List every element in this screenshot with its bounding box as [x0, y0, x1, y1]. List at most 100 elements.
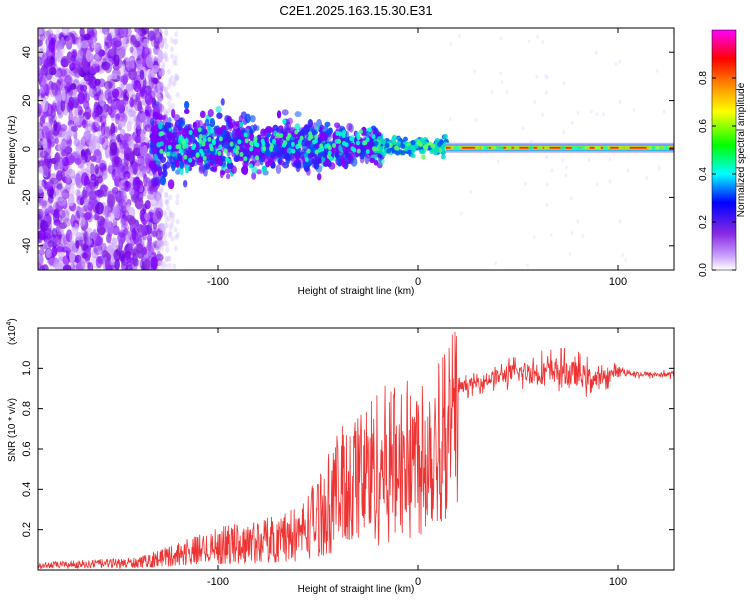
spectrogram-cell	[198, 134, 203, 140]
spectrogram-cell	[135, 166, 141, 176]
x-tick-label: -100	[207, 576, 229, 588]
spectrogram-cell	[170, 37, 175, 44]
spectrogram-cell	[307, 119, 314, 128]
spectrogram-cell	[570, 231, 574, 236]
spectrogram-cell	[199, 148, 204, 154]
spectrogram-cell	[342, 145, 348, 153]
spectrogram-cell	[171, 212, 176, 219]
spectrogram-cell	[154, 29, 159, 42]
spectrogram-cell	[95, 201, 105, 215]
spectrogram-cell	[113, 207, 121, 219]
spectrogram-cell	[101, 171, 108, 180]
spectrogram-cell	[170, 216, 175, 223]
spectrogram-cell	[298, 127, 305, 136]
spectrogram-cell	[56, 228, 64, 235]
spectrogram-cell	[499, 71, 503, 76]
spectrogram-cell	[157, 152, 164, 160]
spectrogram-cell	[40, 220, 49, 232]
colorbar-tick-label: 0.8	[698, 71, 709, 85]
spectrogram-cell	[146, 211, 155, 223]
y-tick-label: 40	[21, 46, 33, 58]
spectrogram-cell	[129, 97, 135, 108]
spectrogram-cell	[67, 155, 76, 164]
spectrogram-cell	[281, 142, 286, 148]
spectrogram-cell	[215, 154, 222, 165]
spectrogram-cell	[109, 73, 118, 80]
spectrogram-cell	[69, 250, 76, 263]
spectrogram-cell	[313, 138, 318, 144]
spectrogram-cell	[267, 127, 275, 133]
spectrogram-heatmap	[38, 28, 674, 270]
spectrogram-cell	[165, 198, 170, 205]
spectrogram-cell	[60, 169, 65, 182]
spectrogram-cell	[93, 93, 99, 101]
spectrogram-cell	[156, 31, 161, 38]
spectrogram-cell	[47, 33, 57, 44]
spectrogram-cell	[38, 39, 43, 47]
spectrogram-cell	[92, 228, 97, 241]
spectrogram-cell	[203, 168, 208, 177]
spectrogram-cell	[279, 133, 284, 139]
spectrogram-cell	[543, 146, 550, 150]
spectrogram-cell	[225, 156, 230, 162]
spectrogram-cell	[119, 28, 127, 37]
spectrogram-cell	[49, 208, 57, 216]
spectrogram-cell	[220, 98, 225, 106]
spectrogram-cell	[62, 235, 68, 246]
spectrogram-cell	[79, 196, 85, 206]
spectrogram-cell	[256, 169, 262, 175]
spectrogram-cell	[655, 68, 659, 73]
spectrogram-cell	[126, 109, 136, 118]
spectrogram-cell	[149, 117, 155, 126]
spectrogram-cell	[314, 143, 320, 149]
spectrogram-cell	[121, 223, 130, 233]
spectrogram-cell	[51, 227, 58, 239]
spectrogram-cell	[140, 211, 149, 225]
colorbar-tick-label: 0.0	[698, 263, 709, 277]
spectrogram-cell	[84, 197, 89, 210]
spectrogram-cell	[400, 150, 406, 156]
spectrogram-cell	[164, 199, 169, 206]
spectrogram-cell	[618, 219, 622, 224]
spectrogram-cell	[144, 84, 153, 99]
spectrogram-cell	[107, 194, 116, 208]
spectrogram-cell	[61, 68, 66, 78]
spectrogram-cell	[116, 209, 126, 219]
top-axes: -100 0 100 -40 -20 0 20 40	[21, 28, 674, 288]
spectrogram-cell	[164, 55, 169, 62]
spectrogram-cell	[83, 230, 88, 244]
spectrogram-cell	[39, 33, 46, 42]
spectrogram-cell	[156, 240, 162, 253]
spectrogram-cell	[142, 203, 147, 213]
spectrogram-cell	[94, 164, 99, 175]
spectrogram-cell	[589, 109, 593, 114]
spectrogram-cell	[216, 112, 223, 119]
spectrogram-cell	[161, 52, 166, 59]
spectrogram-cell	[156, 52, 161, 59]
spectrogram-cell	[183, 154, 188, 160]
spectrogram-cell	[46, 49, 53, 59]
multiplier-close: )	[7, 318, 18, 321]
spectrogram-cell	[141, 38, 150, 48]
bottom-axes: -100 0 100 0.2 0.4 0.6 0.8 1.0	[21, 328, 674, 588]
spectrogram-cell	[243, 156, 248, 162]
snr-series-line	[38, 331, 674, 570]
spectrogram-cell	[231, 132, 237, 139]
top-xlabel: Height of straight line (km)	[298, 286, 415, 297]
spectrogram-cell	[39, 81, 47, 95]
spectrogram-cell	[76, 139, 86, 150]
spectrogram-cell	[314, 134, 319, 140]
spectrogram-cell	[342, 140, 347, 146]
spectrogram-cell	[545, 203, 549, 208]
spectrogram-cell	[238, 115, 244, 123]
spectrogram-cell	[175, 199, 180, 206]
spectrogram-cell	[104, 62, 112, 74]
spectrogram-cell	[355, 140, 360, 146]
spectrogram-cell	[83, 33, 91, 41]
spectrogram-cell	[153, 100, 160, 107]
x-tick-label: 0	[415, 276, 421, 288]
spectrogram-cell	[132, 177, 141, 192]
spectrogram-cell	[156, 142, 162, 148]
spectrogram-cell	[494, 261, 498, 266]
spectrogram-cell	[167, 68, 172, 75]
